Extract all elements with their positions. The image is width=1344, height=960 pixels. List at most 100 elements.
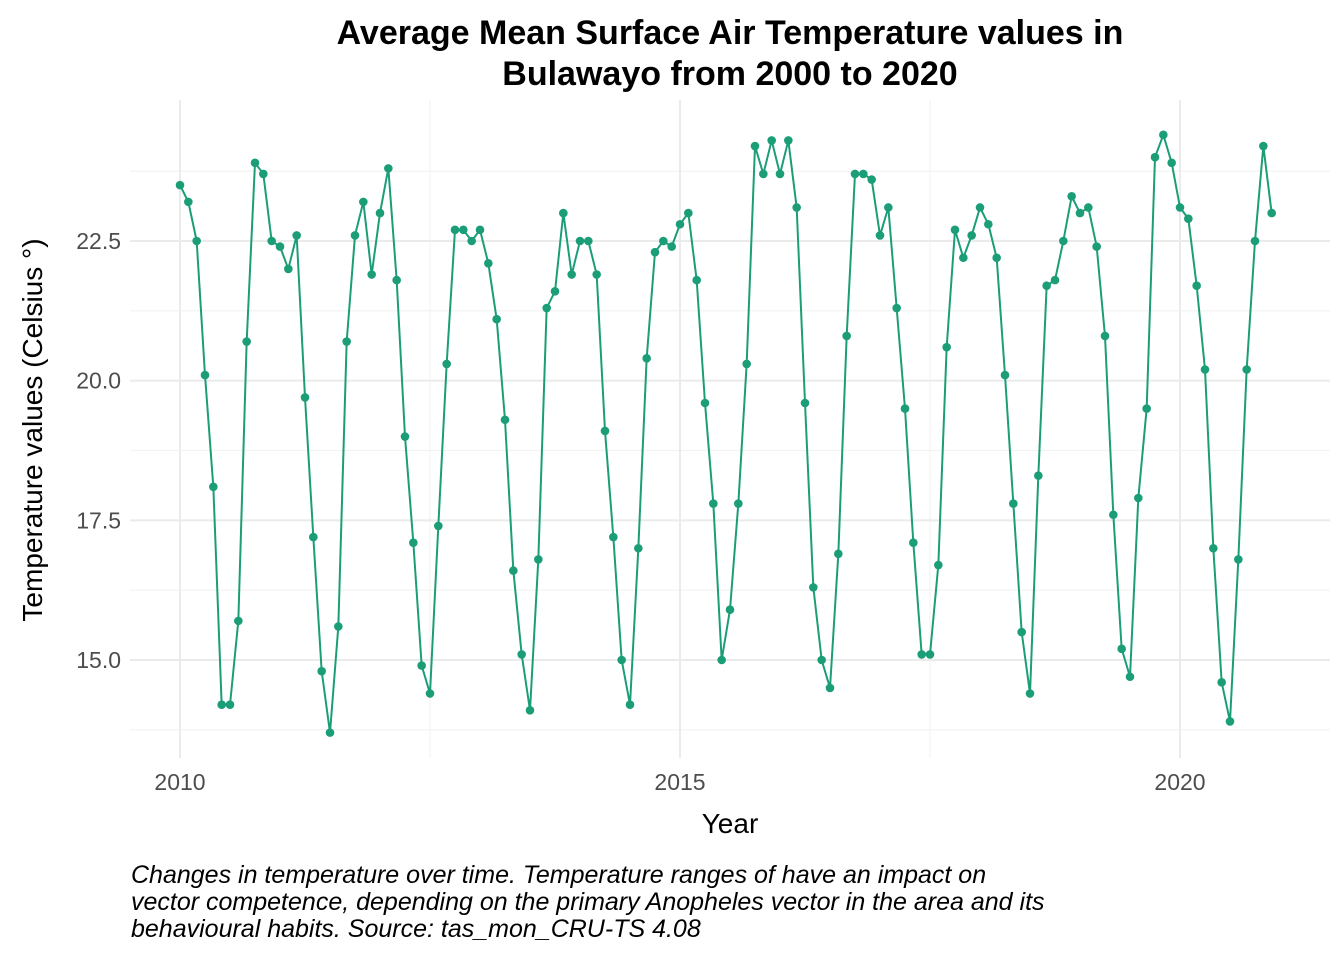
data-point <box>1142 404 1151 413</box>
data-point <box>317 666 326 676</box>
data-point <box>900 404 910 413</box>
data-point <box>600 426 610 436</box>
caption-line-1: Changes in temperature over time. Temper… <box>131 861 987 889</box>
data-point <box>200 370 210 380</box>
data-point <box>842 331 851 341</box>
data-point <box>475 225 485 235</box>
data-point <box>684 208 693 218</box>
y-tick-label: 15.0 <box>76 647 121 673</box>
data-point <box>717 655 726 665</box>
data-point <box>442 359 451 369</box>
data-point <box>284 264 293 274</box>
data-point <box>634 543 643 553</box>
data-point <box>450 225 460 235</box>
data-point <box>1042 281 1051 290</box>
data-point <box>192 236 201 246</box>
data-point <box>300 393 310 402</box>
data-point <box>584 236 593 246</box>
data-point <box>1100 331 1110 341</box>
data-point <box>775 169 785 179</box>
data-point <box>792 203 801 212</box>
data-point <box>1225 717 1235 726</box>
major-gridlines <box>130 100 1330 758</box>
data-point <box>517 650 526 659</box>
data-point <box>250 158 260 168</box>
data-point <box>892 303 901 313</box>
data-point <box>767 136 776 145</box>
data-point <box>1234 555 1243 564</box>
data-point <box>1134 493 1143 503</box>
data-point <box>942 342 951 352</box>
data-point <box>834 549 843 559</box>
data-point <box>934 560 943 570</box>
data-point <box>950 225 960 235</box>
data-point <box>617 655 626 665</box>
data-point <box>825 683 835 693</box>
data-point <box>742 359 751 369</box>
data-point <box>325 728 335 737</box>
data-point <box>800 398 810 408</box>
data-point <box>1267 208 1276 218</box>
data-point <box>1159 130 1168 140</box>
y-tick-label: 17.5 <box>76 507 121 533</box>
data-point <box>1167 158 1176 168</box>
data-point <box>550 286 560 296</box>
data-point <box>875 231 885 240</box>
data-point <box>1242 365 1251 374</box>
data-point <box>592 270 601 279</box>
data-point <box>1192 281 1201 290</box>
data-point <box>725 605 735 615</box>
data-point <box>484 259 493 268</box>
data-point <box>542 303 551 313</box>
figure-caption: Changes in temperature over time. Temper… <box>131 862 1281 943</box>
data-point <box>1009 499 1018 508</box>
data-point <box>675 219 685 229</box>
data-point <box>1059 236 1068 246</box>
data-point <box>242 337 251 346</box>
data-point <box>184 197 193 207</box>
data-point <box>292 231 301 240</box>
data-point <box>1075 208 1085 218</box>
y-tick-label: 20.0 <box>76 368 121 394</box>
data-point <box>384 164 393 173</box>
data-point <box>1259 141 1268 151</box>
data-point <box>984 219 993 229</box>
data-point <box>342 337 351 346</box>
series-layer <box>175 130 1276 737</box>
data-point <box>884 203 893 212</box>
data-point <box>559 208 568 218</box>
data-point <box>1000 370 1010 380</box>
data-point <box>1209 543 1218 553</box>
y-tick-label: 22.5 <box>76 228 121 254</box>
x-tick-label: 2010 <box>154 769 205 795</box>
data-point <box>1175 203 1185 212</box>
data-point <box>700 398 710 408</box>
data-point <box>459 225 468 235</box>
data-point <box>992 253 1001 263</box>
data-point <box>234 616 243 626</box>
data-point <box>817 655 826 665</box>
data-point <box>575 236 585 246</box>
data-point <box>209 482 218 492</box>
x-tick-label: 2015 <box>654 769 705 795</box>
data-point <box>434 521 443 531</box>
tick-labels: 2010 2015 2020 15.0 17.5 20.0 22.5 <box>76 228 1205 795</box>
data-point <box>1034 471 1043 480</box>
x-axis-title: Year <box>702 808 759 839</box>
data-point <box>750 141 760 151</box>
data-point <box>259 169 268 179</box>
data-point <box>609 532 618 542</box>
data-point <box>1084 203 1093 212</box>
data-point <box>650 247 660 257</box>
data-point <box>425 689 435 698</box>
data-point <box>859 169 868 179</box>
y-axis-title: Temperature values (Celsius °) <box>17 238 48 621</box>
data-point <box>692 275 701 285</box>
data-point <box>784 136 793 145</box>
data-point <box>734 499 743 508</box>
series-line <box>179 133 1273 734</box>
chart-title-line-2: Bulawayo from 2000 to 2020 <box>502 55 957 93</box>
data-point <box>225 700 235 709</box>
data-point <box>1200 365 1210 374</box>
data-point <box>625 700 635 709</box>
